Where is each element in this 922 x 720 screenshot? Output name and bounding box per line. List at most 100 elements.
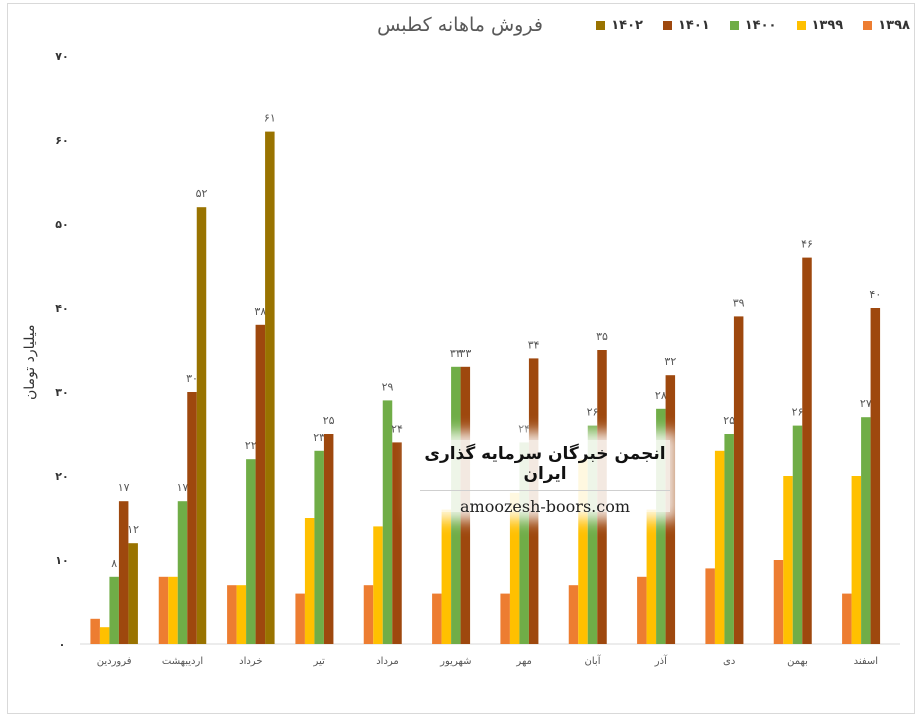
data-label: ۴۶	[801, 238, 813, 251]
bar-۱۴۰۰-4	[382, 400, 393, 644]
bar-۱۴۰۰-6	[519, 442, 529, 644]
data-label: ۲۵	[323, 414, 335, 427]
data-label: ۳۵	[596, 330, 608, 343]
bar-۱۳۹۸-11	[842, 593, 852, 644]
x-tick-label: اسفند	[854, 656, 878, 667]
legend-item-1399: ۱۳۹۹	[796, 18, 844, 33]
bar-۱۳۹۸-4	[363, 585, 374, 644]
bar-۱۴۰۱-10	[802, 257, 812, 644]
bar-۱۴۰۱-0	[118, 501, 129, 644]
bar-۱۳۹۸-2	[227, 585, 237, 644]
legend-swatch	[863, 21, 873, 30]
bar-۱۴۰۰-0	[109, 576, 119, 644]
watermark-divider	[420, 490, 670, 491]
chart-legend: ۱۳۹۸ ۱۳۹۹ ۱۴۰۰ ۱۴۰۱ ۱۴۰۲	[596, 18, 910, 33]
bar-۱۴۰۰-2	[246, 459, 256, 644]
bar-۱۴۰۱-3	[323, 434, 334, 644]
bar-۱۴۰۰-7	[587, 425, 598, 644]
data-label: ۲۴	[518, 422, 530, 435]
watermark-title: انجمن خبرگان سرمایه گذاری ایران	[424, 444, 666, 484]
chart-frame	[7, 3, 915, 714]
bar-۱۳۹۹-10	[783, 476, 793, 644]
bar-۱۳۹۸-5	[432, 593, 442, 644]
legend-label: ۱۴۰۰	[744, 18, 777, 33]
data-label: ۱۲	[127, 523, 139, 536]
x-tick-label: آبان	[585, 654, 602, 667]
data-label: ۳۴	[528, 338, 540, 351]
legend-swatch	[663, 21, 672, 30]
bar-۱۴۰۰-8	[656, 408, 666, 644]
legend-item-1402: ۱۴۰۲	[596, 18, 643, 33]
bar-۱۳۹۸-7	[568, 585, 579, 644]
x-tick-label: آذر	[654, 654, 668, 667]
x-tick-label: خرداد	[239, 656, 262, 667]
legend-swatch	[596, 21, 606, 30]
legend-label: ۱۳۹۸	[878, 18, 910, 33]
x-tick-label: اردیبهشت	[162, 656, 203, 667]
y-tick-label: ۲۰	[55, 470, 68, 483]
legend-label: ۱۳۹۹	[811, 18, 844, 33]
data-label: ۲۶	[792, 406, 804, 419]
bar-۱۳۹۹-3	[304, 518, 315, 644]
watermark: انجمن خبرگان سرمایه گذاری ایران amoozesh…	[420, 440, 670, 516]
bar-۱۳۹۹-11	[851, 476, 862, 644]
bar-۱۴۰۰-11	[861, 417, 871, 644]
bar-۱۳۹۸-8	[637, 576, 647, 644]
bar-۱۴۰۲-1	[196, 207, 207, 644]
bar-۱۳۹۹-8	[646, 509, 657, 644]
data-label: ۲۴	[391, 422, 403, 435]
y-tick-label: ۷۰	[55, 50, 68, 63]
bar-۱۳۹۸-6	[500, 593, 510, 644]
bar-۱۳۹۸-3	[295, 593, 305, 644]
legend-swatch	[796, 21, 806, 30]
x-tick-label: مهر	[515, 656, 531, 667]
data-label: ۳۰	[186, 372, 198, 385]
data-label: ۴۰	[869, 288, 881, 301]
data-label: ۸	[111, 557, 117, 570]
bar-۱۳۹۸-0	[90, 618, 100, 644]
data-label: ۱۷	[118, 481, 130, 494]
data-label: ۳۸	[254, 305, 266, 318]
bar-۱۴۰۰-1	[177, 501, 188, 644]
bar-۱۳۹۹-9	[714, 450, 725, 644]
bar-۱۴۰۱-8	[665, 375, 676, 644]
data-label: ۳۳	[450, 347, 462, 360]
bar-۱۴۰۲-0	[128, 543, 138, 644]
y-tick-label: ۶۰	[55, 134, 68, 147]
bar-۱۳۹۹-0	[99, 627, 110, 644]
data-label: ۳۳	[459, 347, 471, 360]
x-tick-label: شهریور	[439, 656, 471, 667]
legend-label: ۱۴۰۱	[678, 18, 710, 33]
bar-۱۴۰۱-1	[187, 392, 197, 644]
legend-item-1400: ۱۴۰۰	[729, 18, 777, 33]
bar-۱۳۹۸-9	[705, 568, 715, 644]
bar-۱۴۰۲-2	[265, 131, 275, 645]
data-label: ۲۵	[723, 414, 735, 427]
y-tick-label: ۰	[59, 638, 66, 651]
y-tick-label: ۳۰	[55, 386, 68, 399]
legend-swatch	[729, 21, 739, 30]
data-label: ۵۲	[196, 187, 208, 200]
data-label: ۲۶	[587, 406, 599, 419]
x-tick-label: بهمن	[787, 656, 808, 667]
x-tick-label: فروردین	[97, 656, 132, 667]
y-tick-label: ۵۰	[55, 218, 68, 231]
legend-item-1398: ۱۳۹۸	[863, 18, 910, 33]
x-tick-label: مرداد	[376, 656, 399, 667]
bar-۱۳۹۸-10	[773, 560, 784, 644]
data-label: ۳۲	[664, 355, 676, 368]
watermark-url: amoozesh-boors.com	[459, 497, 630, 516]
data-label: ۲۳	[313, 431, 325, 444]
data-label: ۲۲	[245, 439, 257, 452]
bar-۱۴۰۰-3	[314, 450, 324, 644]
legend-label: ۱۴۰۲	[611, 18, 643, 33]
data-label: ۲۸	[655, 389, 667, 402]
bar-۱۳۹۹-6	[509, 492, 520, 644]
bar-۱۴۰۱-9	[733, 316, 744, 644]
bar-۱۳۹۹-7	[578, 459, 588, 644]
x-tick-label: دی	[723, 656, 735, 667]
y-tick-label: ۱۰	[55, 554, 68, 567]
bar-۱۳۹۹-2	[236, 585, 247, 644]
legend-item-1401: ۱۴۰۱	[663, 18, 710, 33]
